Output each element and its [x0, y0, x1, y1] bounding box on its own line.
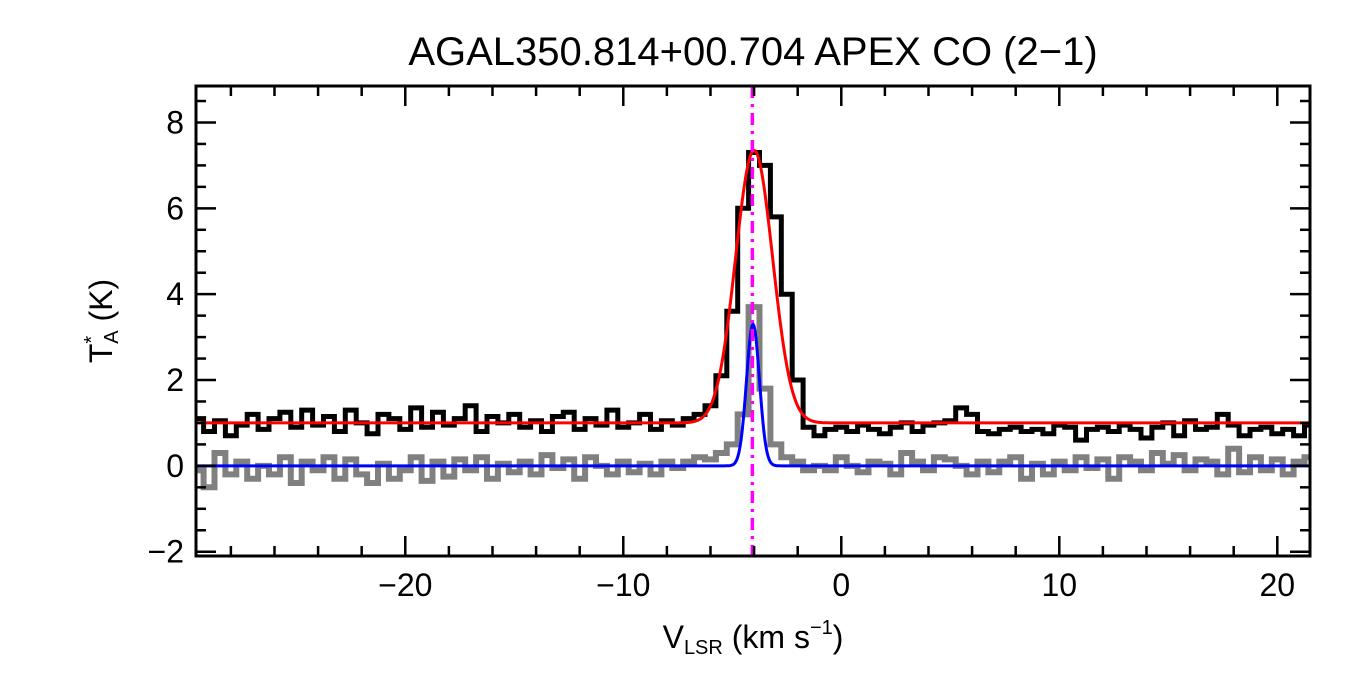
y-tick-label: 4 [166, 276, 184, 312]
x-tick-label: −10 [596, 567, 650, 603]
x-tick-label: 0 [832, 567, 850, 603]
series-group [196, 86, 1310, 556]
y-tick-label: 8 [166, 104, 184, 140]
x-tick-label: 10 [1041, 567, 1077, 603]
y-tick-label: −2 [148, 534, 184, 570]
spectrum-black-histogram [196, 150, 1310, 443]
fit-curve-blue [196, 321, 1310, 468]
y-axis-label: T*A (K) [81, 279, 123, 363]
x-tick-label: 20 [1260, 567, 1296, 603]
y-tick-label: 6 [166, 190, 184, 226]
x-tick-label: −20 [378, 567, 432, 603]
y-tick-label: 0 [166, 448, 184, 484]
y-tick-label: 2 [166, 362, 184, 398]
x-axis-label: VLSR (km s−1) [663, 617, 844, 659]
chart-title: AGAL350.814+00.704 APEX CO (2−1) [408, 30, 1097, 74]
plot-area [196, 86, 1310, 556]
